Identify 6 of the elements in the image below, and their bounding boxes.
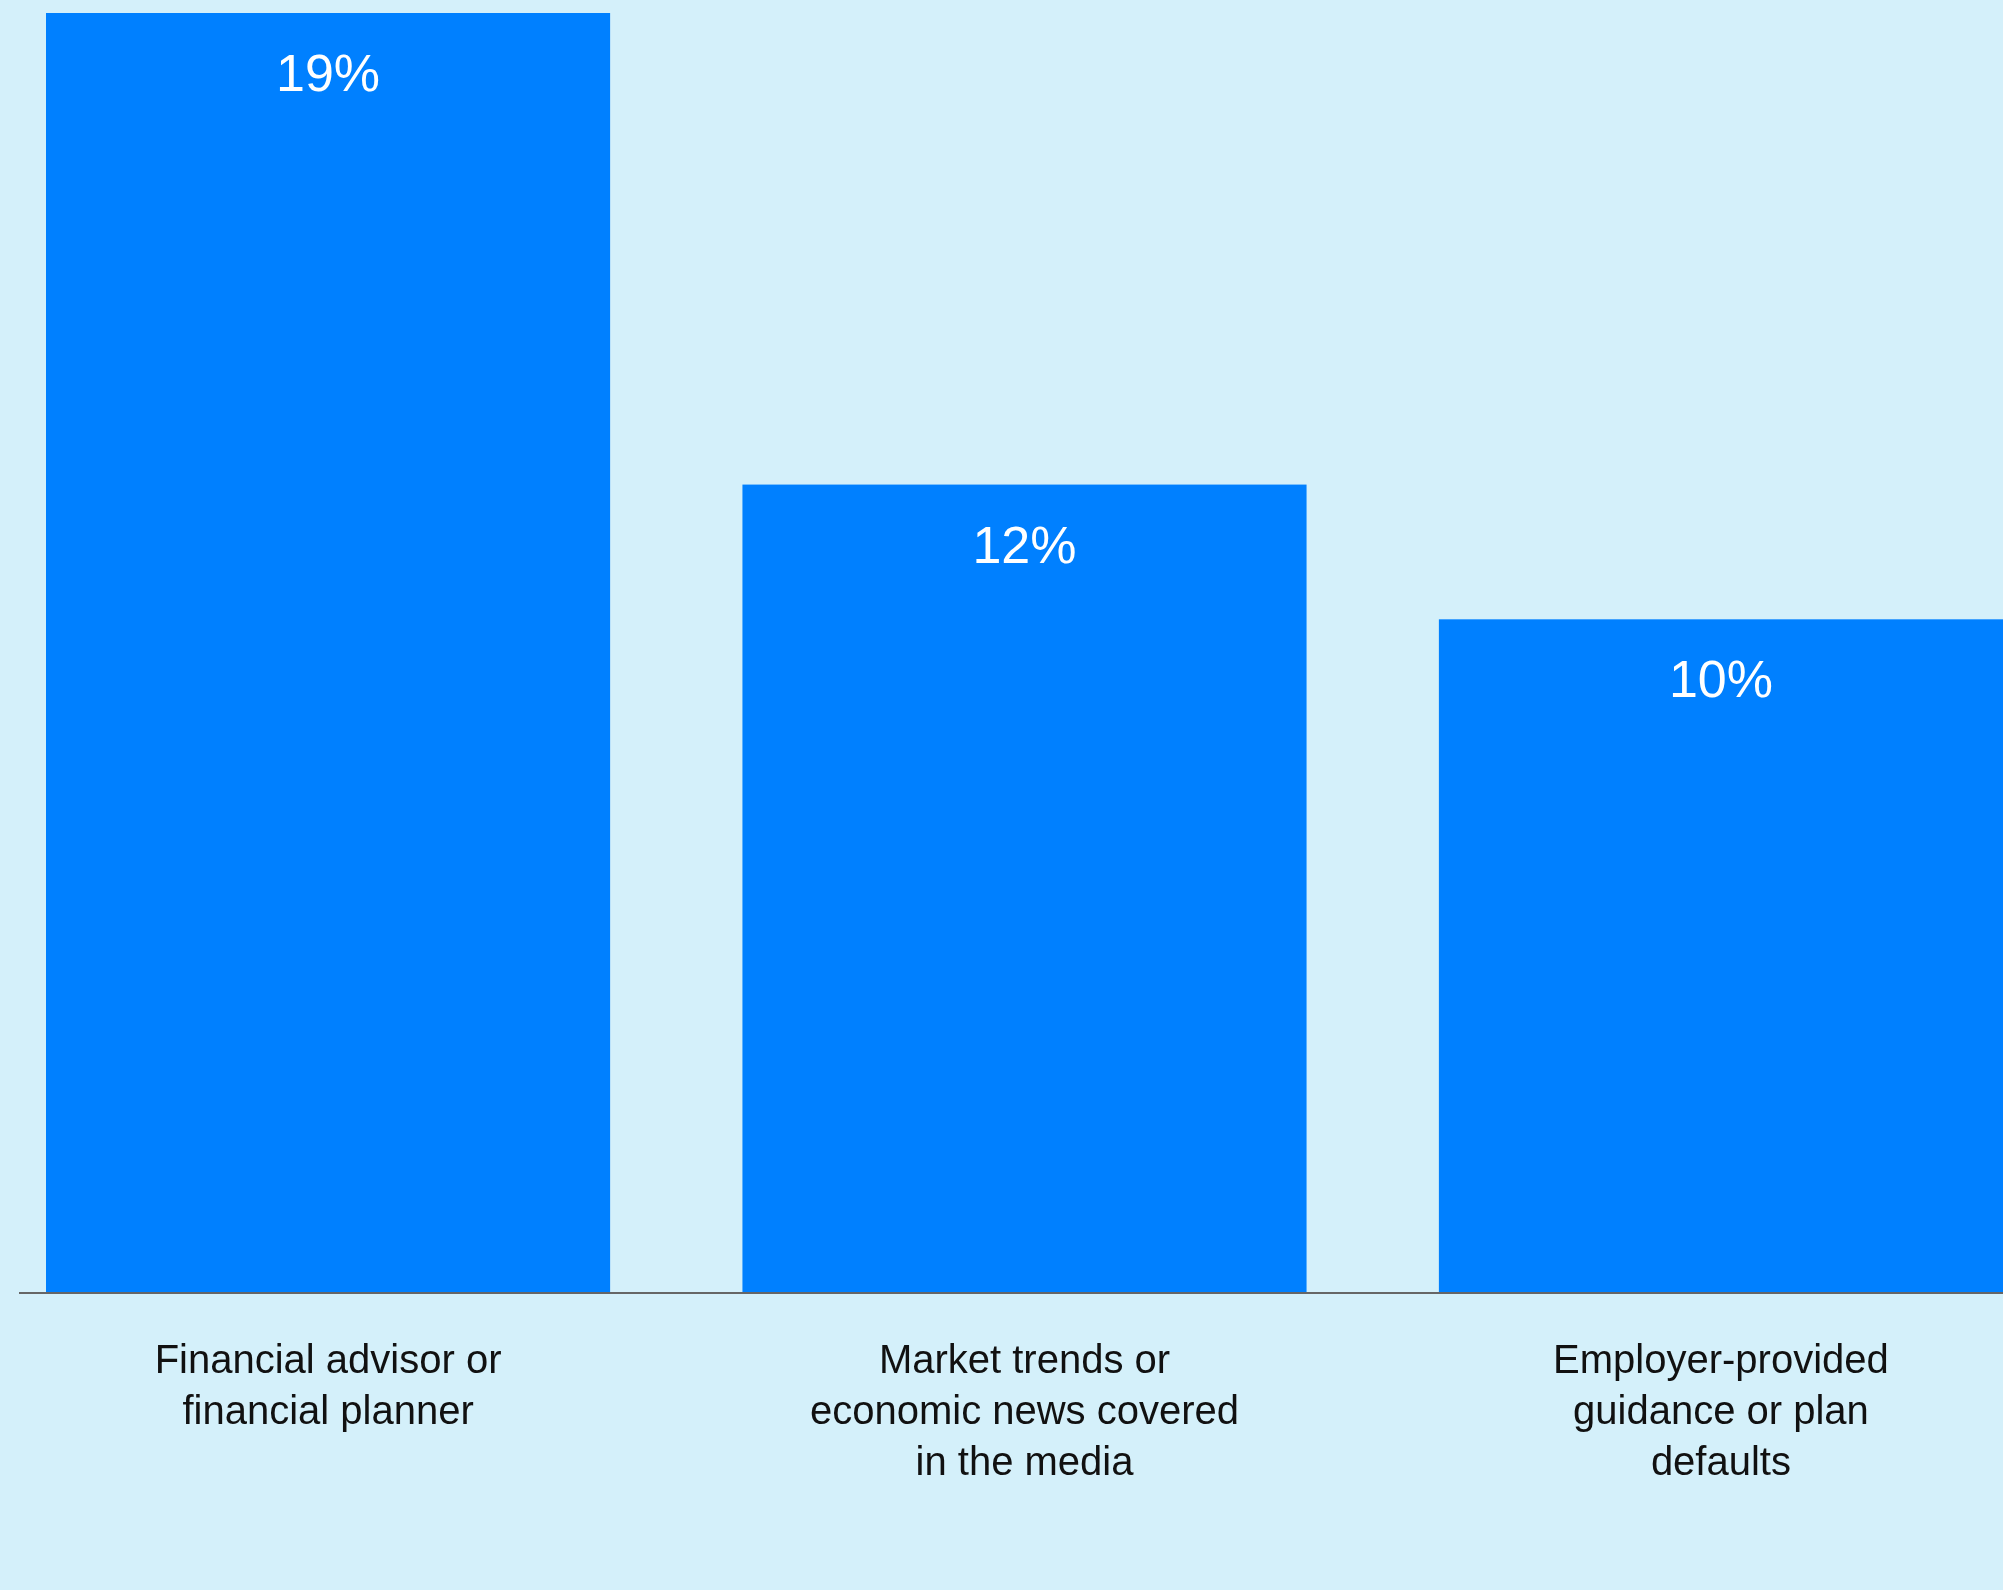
x-tick-label: Employer-provided guidance or plan defaults [1553,1337,1889,1483]
data-label: 19% [276,44,381,102]
x-tick-label: Market trends or economic news covered in the media [809,1337,1240,1483]
data-label: 10% [1668,650,1773,709]
data-label: 12% [972,515,1077,574]
x-tick-label: Financial advisor or financial planner [154,1337,502,1432]
